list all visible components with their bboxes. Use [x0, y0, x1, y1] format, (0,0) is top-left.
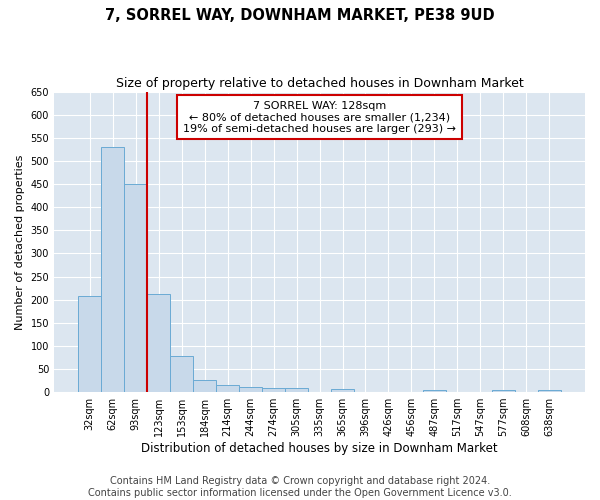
Bar: [331, 390, 354, 392]
Text: Contains HM Land Registry data © Crown copyright and database right 2024.
Contai: Contains HM Land Registry data © Crown c…: [88, 476, 512, 498]
Bar: [538, 390, 561, 392]
X-axis label: Distribution of detached houses by size in Downham Market: Distribution of detached houses by size …: [141, 442, 498, 455]
Bar: [239, 386, 262, 392]
Bar: [193, 380, 216, 392]
Bar: [78, 296, 101, 392]
Bar: [124, 184, 147, 392]
Bar: [423, 390, 446, 392]
Title: Size of property relative to detached houses in Downham Market: Size of property relative to detached ho…: [116, 78, 523, 90]
Bar: [492, 390, 515, 392]
Y-axis label: Number of detached properties: Number of detached properties: [15, 154, 25, 330]
Bar: [285, 388, 308, 392]
Bar: [262, 388, 285, 392]
Bar: [216, 385, 239, 392]
Bar: [170, 356, 193, 392]
Text: 7 SORREL WAY: 128sqm
← 80% of detached houses are smaller (1,234)
19% of semi-de: 7 SORREL WAY: 128sqm ← 80% of detached h…: [183, 100, 456, 134]
Bar: [147, 294, 170, 392]
Text: 7, SORREL WAY, DOWNHAM MARKET, PE38 9UD: 7, SORREL WAY, DOWNHAM MARKET, PE38 9UD: [105, 8, 495, 22]
Bar: [101, 147, 124, 392]
